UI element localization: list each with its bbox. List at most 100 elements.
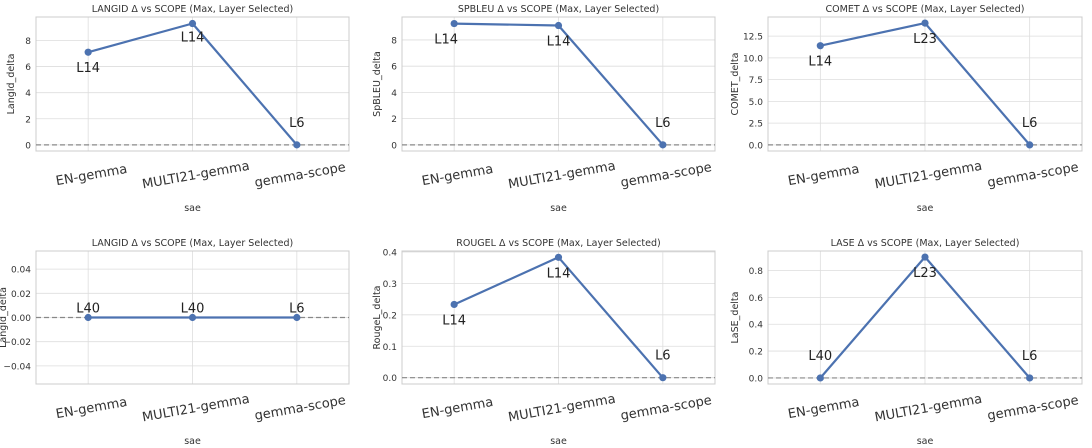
point-layer-label: L6 (655, 116, 671, 131)
point-layer-label: L14 (808, 55, 832, 70)
y-tick-label: 0.1 (383, 343, 397, 353)
point-layer-label: L6 (1022, 349, 1038, 364)
point-layer-label: L14 (434, 33, 458, 48)
x-tick-label: gemma-scope (619, 393, 713, 424)
data-point (554, 253, 563, 261)
y-tick-label: 0.6 (749, 294, 764, 304)
x-tick-label: EN-gemma (787, 395, 861, 422)
y-axis-label: SpBLEU_delta (372, 51, 383, 117)
data-point (293, 141, 301, 149)
plot-area-frame (401, 16, 716, 152)
y-tick-label: 0.04 (11, 266, 31, 276)
chart-title: LANGID Δ vs SCOPE (Max, Layer Selected) (92, 4, 293, 15)
y-tick-label: 5.0 (749, 98, 764, 108)
point-layer-label: L40 (76, 302, 100, 317)
chart-panel-5: 0.0 0.1 0.2 0.3 0.4 L14 L14 L6 EN-gemma MULTI21-g… (372, 238, 716, 447)
y-tick-label: 0.8 (749, 267, 764, 277)
data-point (921, 19, 929, 27)
y-axis-label: LangId_delta (6, 54, 17, 115)
chart-panel-6: 0.0 0.2 0.4 0.6 0.8 L40 L23 L6 EN-gemma MULTI21-g… (730, 238, 1083, 447)
y-tick-label: 0.0 (383, 374, 398, 384)
chart-panel-4: −0.04 −0.02 0.00 0.02 0.04 L40 L40 L6 EN-gemma MU… (0, 238, 350, 447)
y-tick-label: 0.02 (11, 290, 31, 300)
chart-panel-1: 0 2 4 6 8 L14 L14 L6 EN-gemma MULTI21-gemma gemma-… (6, 4, 350, 214)
x-tick-label: gemma-scope (619, 160, 713, 191)
x-tick-label: MULTI21-gemma (507, 392, 617, 426)
data-point (293, 313, 301, 322)
x-tick-label: gemma-scope (986, 160, 1080, 191)
y-tick-label: 0.0 (749, 141, 764, 151)
y-tick-label: 0 (25, 141, 31, 151)
data-point (188, 313, 197, 322)
point-layer-label: L6 (289, 116, 305, 131)
x-axis-label: sae (917, 436, 934, 447)
point-layer-label: L14 (547, 266, 571, 281)
point-layer-label: L40 (181, 302, 205, 317)
data-point (450, 300, 458, 309)
point-layer-label: L14 (442, 313, 466, 328)
x-tick-label: MULTI21-gemma (141, 159, 251, 193)
point-layer-label: L14 (76, 61, 100, 76)
y-tick-label: 7.5 (749, 76, 763, 86)
data-point (816, 374, 824, 382)
point-layer-label: L23 (913, 32, 937, 47)
y-tick-label: 2 (25, 115, 31, 125)
data-point (816, 42, 824, 50)
point-layer-label: L6 (655, 349, 671, 364)
y-tick-label: 0.00 (11, 314, 31, 324)
data-point (84, 48, 92, 56)
data-point (1026, 141, 1034, 149)
y-tick-label: 6 (391, 63, 397, 73)
y-tick-label: 2.5 (749, 120, 763, 130)
x-axis-label: sae (184, 203, 201, 214)
y-axis-label: LangId_delta (0, 287, 9, 348)
y-tick-label: 12.5 (743, 33, 763, 43)
x-tick-label: EN-gemma (787, 162, 861, 189)
y-tick-label: 0.3 (383, 280, 397, 290)
y-tick-label: 2 (391, 115, 397, 125)
data-point (450, 19, 458, 28)
chart-title: COMET Δ vs SCOPE (Max, Layer Selected) (826, 4, 1025, 15)
y-tick-label: 8 (391, 36, 397, 46)
x-tick-label: MULTI21-gemma (874, 392, 984, 426)
data-point (659, 374, 667, 382)
y-tick-label: 0.4 (749, 321, 764, 331)
chart-title: LANGID Δ vs SCOPE (Max, Layer Selected) (92, 238, 293, 249)
plot-area-frame (401, 250, 716, 385)
y-axis-label: COMET_delta (730, 53, 741, 116)
y-tick-label: −0.04 (3, 362, 31, 372)
y-tick-label: −0.02 (3, 338, 31, 348)
y-tick-label: 4 (391, 89, 397, 99)
chart-title: SPBLEU Δ vs SCOPE (Max, Layer Selected) (458, 4, 659, 15)
y-axis-label: LaSE_delta (730, 292, 741, 344)
x-axis-label: sae (550, 203, 567, 214)
x-axis-label: sae (550, 436, 567, 447)
x-tick-label: EN-gemma (55, 395, 129, 422)
x-tick-label: MULTI21-gemma (507, 159, 617, 193)
x-tick-label: gemma-scope (253, 160, 347, 191)
point-layer-label: L23 (913, 266, 937, 281)
data-point (84, 313, 92, 322)
y-tick-label: 0.2 (383, 311, 397, 321)
plot-area-frame (35, 16, 350, 152)
point-layer-label: L6 (289, 302, 305, 317)
y-tick-label: 4 (25, 89, 31, 99)
plot-area-frame (767, 16, 1083, 152)
data-point (659, 141, 667, 149)
x-tick-label: MULTI21-gemma (874, 159, 984, 193)
x-tick-label: gemma-scope (253, 393, 347, 424)
point-layer-label: L14 (181, 31, 205, 46)
y-tick-label: 8 (25, 37, 31, 47)
y-tick-label: 0.0 (749, 374, 764, 384)
x-axis-label: sae (917, 203, 934, 214)
x-tick-label: EN-gemma (55, 162, 129, 189)
data-point (188, 19, 197, 28)
x-tick-label: EN-gemma (421, 395, 495, 422)
chart-panel-2: 0 2 4 6 8 L14 L14 L6 EN-gemma MULTI21-gemma gemma-… (372, 4, 716, 214)
x-tick-label: EN-gemma (421, 162, 495, 189)
y-tick-label: 0.4 (383, 248, 398, 258)
x-axis-label: sae (184, 436, 201, 447)
chart-title: LASE Δ vs SCOPE (Max, Layer Selected) (831, 238, 1020, 249)
x-tick-label: gemma-scope (986, 393, 1080, 424)
chart-title: ROUGEL Δ vs SCOPE (Max, Layer Selected) (456, 238, 661, 249)
